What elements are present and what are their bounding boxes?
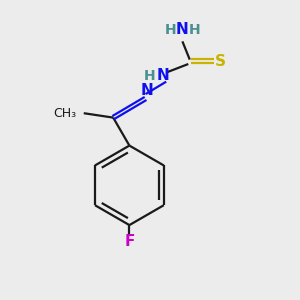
Text: N: N: [157, 68, 169, 83]
Text: CH₃: CH₃: [53, 107, 76, 120]
Text: N: N: [141, 83, 153, 98]
Text: S: S: [215, 54, 226, 69]
Text: F: F: [124, 234, 135, 249]
Text: H: H: [144, 69, 156, 83]
Text: H: H: [188, 22, 200, 37]
Text: H: H: [165, 22, 176, 37]
Text: N: N: [176, 22, 189, 37]
